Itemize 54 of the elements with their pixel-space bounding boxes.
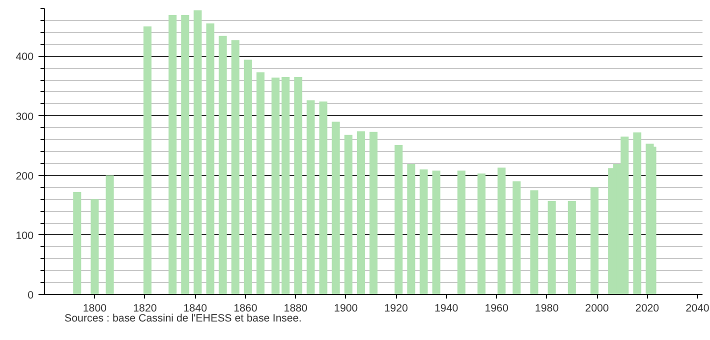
- bar: [568, 200, 576, 294]
- x-tick-label: 2000: [585, 302, 609, 314]
- bar: [548, 200, 556, 294]
- bar: [432, 170, 440, 294]
- bar: [590, 187, 599, 294]
- x-tick-label: 2040: [686, 302, 710, 314]
- bar: [206, 23, 214, 294]
- x-tick-label: 1960: [484, 302, 508, 314]
- bar: [498, 168, 506, 294]
- bar: [477, 174, 486, 294]
- source-note: Sources : base Cassini de l'EHESS et base Insee.: [64, 312, 302, 324]
- bar: [194, 10, 202, 294]
- x-tick-label: 2020: [635, 302, 660, 314]
- bar: [143, 26, 152, 294]
- bar: [394, 144, 403, 294]
- bar: [332, 122, 340, 294]
- bar: [633, 132, 642, 294]
- bar: [319, 101, 328, 294]
- bar: [294, 77, 302, 294]
- y-tick-label: 200: [16, 170, 34, 182]
- bar: [646, 144, 654, 294]
- x-tick-label: 1920: [384, 302, 408, 314]
- x-tick-label: 1860: [234, 302, 258, 314]
- x-tick-label: 1840: [183, 302, 208, 314]
- y-tick-label: 0: [28, 290, 34, 302]
- bar: [530, 190, 538, 294]
- bar: [512, 181, 521, 294]
- x-tick-label: 1980: [534, 302, 559, 314]
- bar: [168, 15, 177, 294]
- bar: [73, 192, 82, 294]
- bar: [420, 169, 428, 294]
- bar: [181, 15, 190, 294]
- y-tick-label: 300: [16, 110, 34, 123]
- bar: [306, 100, 315, 294]
- bar: [344, 134, 352, 294]
- x-tick-label: 1900: [334, 302, 358, 314]
- bar: [272, 78, 280, 294]
- bar: [231, 40, 240, 294]
- bar: [282, 77, 290, 294]
- bar: [244, 60, 252, 294]
- x-tick-label: 1880: [284, 302, 308, 314]
- bar: [369, 132, 378, 294]
- x-tick-label: 1820: [133, 302, 157, 314]
- bar: [256, 72, 265, 294]
- x-tick-label: 1800: [82, 302, 107, 314]
- bar: [106, 175, 114, 294]
- bar: [218, 36, 227, 294]
- bar: [356, 131, 365, 294]
- y-tick-label: 100: [16, 230, 34, 242]
- bar: [90, 199, 99, 294]
- bar: [407, 164, 416, 294]
- y-tick-label: 400: [16, 51, 34, 64]
- x-tick-label: 1940: [434, 302, 458, 314]
- bar: [457, 170, 466, 294]
